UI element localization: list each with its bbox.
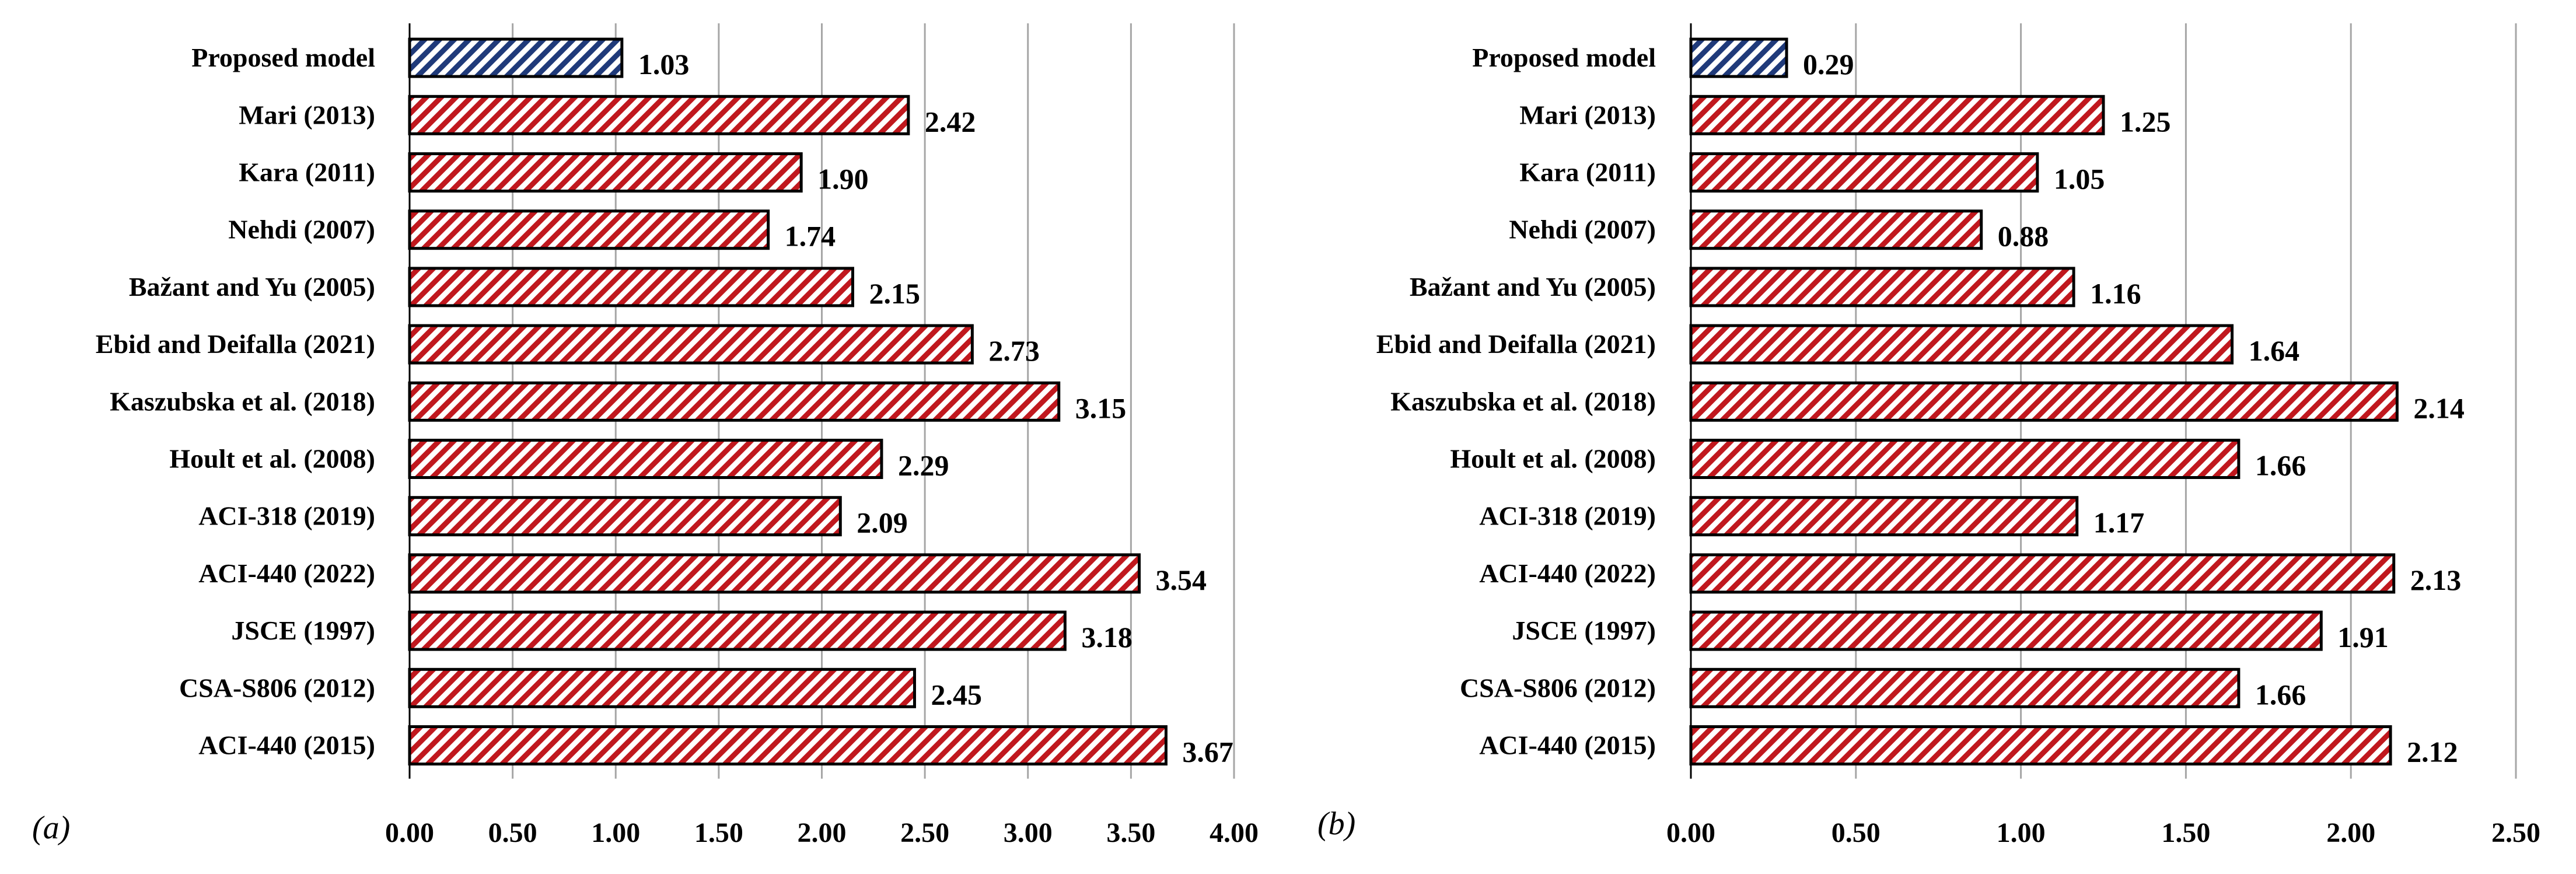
bar: [1689, 725, 2392, 765]
bar: [1689, 439, 2241, 479]
bar: [408, 725, 1168, 765]
bar: [408, 324, 974, 365]
x-tick-label: 0.50: [488, 817, 537, 848]
value-label: 2.12: [2407, 736, 2458, 768]
value-label: 2.29: [898, 449, 949, 482]
x-tick-label: 4.00: [1210, 817, 1259, 848]
bar: [1689, 95, 2105, 135]
bar: [1689, 324, 2234, 365]
value-label: 3.67: [1182, 736, 1233, 768]
category-label: ACI-318 (2019): [1479, 501, 1656, 531]
x-tick-label: 2.50: [900, 817, 949, 848]
value-label: 3.18: [1081, 621, 1133, 653]
panel-label: (b): [1317, 806, 1355, 842]
x-tick-label: 0.00: [385, 817, 434, 848]
chart-panel-b: 0.00 0.50 1.00 1.50 2.00 2.50 Proposed model 0.…: [1317, 23, 2540, 848]
bar: [1689, 209, 1983, 250]
bar: [408, 496, 842, 537]
x-tick-label: 2.50: [2491, 817, 2540, 848]
category-label: Nehdi (2007): [1509, 215, 1656, 244]
category-label: CSA-S806 (2012): [1460, 673, 1656, 702]
value-label: 1.64: [2249, 334, 2300, 367]
value-label: 0.88: [1998, 220, 2049, 253]
bar: [1689, 152, 2039, 193]
category-label: Kara (2011): [1519, 158, 1656, 187]
category-label: Ebid and Deifalla (2021): [96, 329, 375, 359]
bar: [1689, 667, 2241, 708]
bar: [408, 381, 1061, 422]
category-label: Ebid and Deifalla (2021): [1376, 329, 1656, 359]
category-label: Nehdi (2007): [228, 215, 375, 244]
category-label: Kaszubska et al. (2018): [1390, 386, 1656, 416]
category-label: Mari (2013): [239, 100, 375, 130]
bar: [1689, 610, 2323, 651]
x-tick-label: 0.50: [1831, 817, 1881, 848]
x-tick-label: 1.50: [2161, 817, 2210, 848]
bar: [1689, 553, 2396, 594]
x-tick-label: 0.00: [1666, 817, 1715, 848]
category-label: ACI-440 (2015): [1479, 730, 1656, 760]
value-label: 1.17: [2093, 506, 2145, 539]
category-label: ACI-440 (2022): [198, 558, 375, 588]
bar: [408, 439, 883, 479]
x-tick-label: 1.50: [694, 817, 743, 848]
value-label: 2.09: [857, 506, 908, 539]
x-tick-label: 1.00: [591, 817, 640, 848]
value-label: 2.73: [988, 334, 1040, 367]
bar: [408, 37, 624, 78]
value-label: 1.66: [2255, 449, 2306, 482]
x-tick-label: 3.50: [1106, 817, 1155, 848]
value-label: 2.14: [2413, 391, 2465, 424]
x-tick-label: 1.00: [1997, 817, 2046, 848]
category-label: ACI-440 (2022): [1479, 558, 1656, 588]
category-label: JSCE (1997): [231, 616, 375, 645]
category-label: Mari (2013): [1519, 100, 1656, 130]
x-tick-label: 2.00: [2326, 817, 2375, 848]
bar: [408, 95, 910, 135]
value-label: 1.74: [785, 220, 836, 253]
value-label: 1.16: [2090, 277, 2141, 310]
category-label: CSA-S806 (2012): [179, 673, 375, 702]
value-label: 1.25: [2120, 105, 2171, 138]
value-label: 1.03: [638, 48, 690, 81]
category-label: Hoult et al. (2008): [1450, 444, 1656, 474]
value-label: 1.90: [817, 163, 869, 195]
category-label: Kara (2011): [239, 158, 375, 187]
bar: [408, 553, 1141, 594]
value-label: 2.45: [931, 678, 982, 711]
bar: [408, 610, 1067, 651]
bar: [1689, 37, 1788, 78]
category-label: Kaszubska et al. (2018): [110, 386, 375, 416]
bar: [1689, 267, 2075, 307]
value-label: 1.05: [2054, 163, 2105, 195]
bar: [408, 667, 916, 708]
panel-label: (a): [32, 810, 70, 846]
category-label: Proposed model: [1472, 43, 1656, 72]
chart-panel-a: 0.00 0.50 1.00 1.50 2.00 2.50 3.00 3.50 4.00 Prop…: [32, 23, 1259, 848]
value-label: 1.66: [2255, 678, 2306, 711]
x-tick-label: 3.00: [1004, 817, 1053, 848]
value-label: 3.54: [1156, 564, 1207, 596]
bar: [1689, 496, 2079, 537]
bar: [1689, 381, 2399, 422]
bar: [408, 152, 803, 193]
value-label: 0.29: [1803, 48, 1854, 81]
category-label: JSCE (1997): [1512, 616, 1656, 645]
category-label: Proposed model: [191, 43, 375, 72]
bar: [408, 209, 770, 250]
value-label: 2.15: [869, 277, 920, 310]
category-label: Bažant and Yu (2005): [1410, 272, 1656, 302]
category-label: ACI-318 (2019): [198, 501, 375, 531]
value-label: 3.15: [1075, 391, 1127, 424]
x-tick-label: 2.00: [798, 817, 847, 848]
value-label: 1.91: [2337, 621, 2389, 653]
category-label: ACI-440 (2015): [198, 730, 375, 760]
category-label: Bažant and Yu (2005): [129, 272, 375, 302]
category-label: Hoult et al. (2008): [169, 444, 375, 474]
value-label: 2.13: [2410, 564, 2462, 596]
value-label: 2.42: [925, 105, 976, 138]
bar: [408, 267, 854, 307]
